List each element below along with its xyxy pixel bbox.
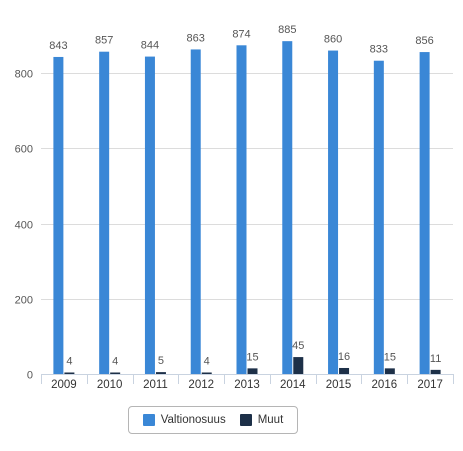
x-tick-label-2015: 2015 xyxy=(326,379,352,391)
data-label-valtionosuus-2013: 874 xyxy=(232,28,250,40)
bar-valtionosuus-2010 xyxy=(99,51,110,374)
data-label-valtionosuus-2009: 843 xyxy=(49,40,67,52)
bar-valtionosuus-2017 xyxy=(419,52,430,374)
x-axis-tick-labels: 2009 2010 2011 2012 2013 2014 2015 2016 2017 xyxy=(51,379,443,391)
data-label-muut-2014: 45 xyxy=(292,340,304,352)
x-tick-label-2013: 2013 xyxy=(234,379,260,391)
y-tick-label-200: 200 xyxy=(15,295,33,307)
data-label-muut-2015: 16 xyxy=(338,351,350,363)
bar-valtionosuus-2013 xyxy=(236,45,247,375)
x-tick-label-2017: 2017 xyxy=(417,379,443,391)
data-label-muut-2013: 15 xyxy=(246,351,258,363)
data-label-valtionosuus-2017: 856 xyxy=(415,35,433,47)
bar-muut-2010 xyxy=(110,372,121,374)
y-tick-label-800: 800 xyxy=(15,69,33,81)
bar-muut-2012 xyxy=(201,372,212,374)
data-label-valtionosuus-2014: 885 xyxy=(278,24,296,36)
x-axis xyxy=(41,374,454,384)
y-tick-label-0: 0 xyxy=(27,370,33,382)
x-tick-label-2009: 2009 xyxy=(51,379,77,391)
bar-muut-2013 xyxy=(247,368,258,374)
x-tick-label-2014: 2014 xyxy=(280,379,306,391)
data-label-muut-2009: 4 xyxy=(66,355,72,367)
bar-valtionosuus-2016 xyxy=(373,60,384,374)
bar-muut-2014 xyxy=(293,357,304,374)
bar-muut-2015 xyxy=(339,367,350,374)
data-labels: 843 4 857 4 844 5 863 4 874 15 885 45 860 16 833 15 856 1… xyxy=(49,24,441,367)
y-axis-tick-labels: 0 200 400 600 800 xyxy=(15,69,33,382)
legend: Valtionosuus Muut xyxy=(128,406,298,434)
legend-swatch-muut xyxy=(239,414,252,426)
bar-valtionosuus-2015 xyxy=(328,50,339,374)
bar-valtionosuus-2009 xyxy=(53,56,64,375)
legend-label-valtionosuus: Valtionosuus xyxy=(160,414,226,426)
y-tick-label-400: 400 xyxy=(15,220,33,232)
x-tick-label-2011: 2011 xyxy=(143,379,168,391)
data-label-valtionosuus-2011: 844 xyxy=(141,40,159,52)
data-label-valtionosuus-2012: 863 xyxy=(187,32,205,44)
data-label-muut-2011: 5 xyxy=(158,355,164,367)
y-tick-label-600: 600 xyxy=(15,144,33,156)
x-tick-label-2016: 2016 xyxy=(372,379,398,391)
bars xyxy=(53,41,441,375)
data-label-muut-2012: 4 xyxy=(204,355,210,367)
data-label-valtionosuus-2010: 857 xyxy=(95,35,113,47)
data-label-muut-2010: 4 xyxy=(112,355,118,367)
data-label-valtionosuus-2015: 860 xyxy=(324,34,342,46)
data-label-valtionosuus-2016: 833 xyxy=(370,44,388,56)
bar-valtionosuus-2012 xyxy=(190,49,201,375)
bar-muut-2016 xyxy=(384,368,395,374)
data-label-muut-2017: 11 xyxy=(430,353,441,365)
bar-muut-2017 xyxy=(430,369,441,374)
legend-item-valtionosuus[interactable]: Valtionosuus xyxy=(142,414,226,426)
legend-swatch-valtionosuus xyxy=(142,414,155,426)
legend-label-muut: Muut xyxy=(257,414,284,426)
bar-muut-2011 xyxy=(155,372,166,374)
x-tick-label-2012: 2012 xyxy=(188,379,214,391)
grid-lines xyxy=(41,73,453,300)
bar-muut-2009 xyxy=(64,372,75,374)
bar-valtionosuus-2014 xyxy=(282,41,293,374)
data-label-muut-2016: 15 xyxy=(384,351,396,363)
legend-item-muut[interactable]: Muut xyxy=(239,414,284,426)
bar-chart: 0 200 400 600 800 843 4 857 4 844 5 863 4 874 15 885 45… xyxy=(15,24,454,391)
x-tick-label-2010: 2010 xyxy=(97,379,123,391)
bar-valtionosuus-2011 xyxy=(144,56,155,374)
